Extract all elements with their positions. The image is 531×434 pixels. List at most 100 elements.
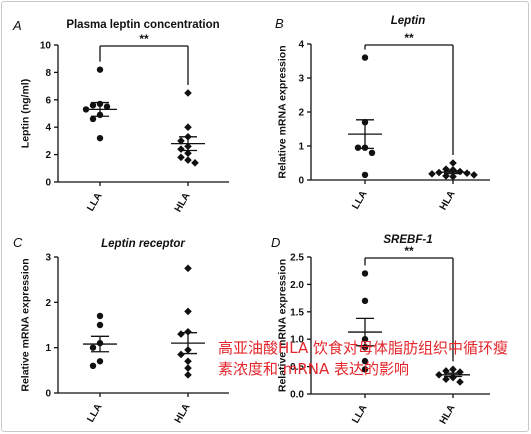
data-point bbox=[96, 134, 104, 142]
y-tick-label: 4 bbox=[45, 123, 51, 134]
series-lla bbox=[348, 270, 382, 373]
data-point bbox=[368, 149, 376, 156]
series-hla bbox=[171, 89, 205, 167]
series-lla bbox=[348, 54, 382, 179]
series-hla bbox=[435, 365, 470, 386]
y-tick-label: 10 bbox=[40, 41, 52, 52]
data-point bbox=[177, 137, 185, 145]
panel-title: Leptin receptor bbox=[101, 238, 185, 250]
y-tick-label: 0 bbox=[298, 176, 304, 187]
panel-letter: D bbox=[271, 235, 280, 250]
overlay-caption: 高亚油酸HLA 饮食对母体脂肪组织中循环瘦 素浓度和 mRNA 表达的影响 bbox=[218, 338, 508, 380]
data-point bbox=[449, 373, 457, 382]
data-point bbox=[184, 364, 192, 372]
significance-label: ** bbox=[139, 32, 149, 46]
y-tick-label: 4 bbox=[298, 40, 304, 51]
data-point bbox=[177, 350, 185, 359]
category-label-lla: LLA bbox=[350, 189, 369, 211]
y-tick-label: 1.0 bbox=[290, 335, 304, 346]
y-tick-label: 3 bbox=[45, 253, 51, 264]
data-point bbox=[191, 159, 199, 167]
y-axis-label: Relative mRNA expression bbox=[20, 258, 32, 391]
y-tick-label: 2.0 bbox=[290, 280, 304, 291]
data-point bbox=[361, 357, 369, 365]
overlay-caption-line-1: 高亚油酸HLA 饮食对母体脂肪组织中循环瘦 bbox=[218, 339, 509, 357]
data-point bbox=[361, 366, 369, 373]
panel-title: Plasma leptin concentration bbox=[66, 19, 219, 31]
data-point bbox=[456, 378, 464, 386]
category-label-lla: LLA bbox=[350, 403, 369, 425]
overlay-caption-line-2: 素浓度和 mRNA 表达的影响 bbox=[218, 360, 410, 378]
data-point bbox=[96, 66, 104, 73]
data-point bbox=[184, 123, 192, 131]
category-label-hla: HLA bbox=[438, 189, 458, 212]
y-axis-label: Leptin (ng/ml) bbox=[20, 79, 32, 148]
data-point bbox=[361, 297, 369, 305]
panel-title: Leptin bbox=[391, 15, 426, 27]
data-point bbox=[184, 371, 192, 379]
data-point bbox=[361, 171, 369, 179]
data-point bbox=[89, 115, 97, 123]
data-point bbox=[177, 153, 185, 162]
data-point bbox=[428, 170, 436, 178]
series-hla bbox=[171, 264, 205, 379]
data-point bbox=[96, 312, 104, 320]
category-label-hla: HLA bbox=[173, 402, 193, 425]
data-point bbox=[96, 321, 104, 329]
y-axis-label: Relative mRNA expression bbox=[277, 259, 289, 392]
data-point bbox=[184, 89, 192, 97]
y-tick-label: 2 bbox=[298, 108, 304, 119]
y-tick-label: 2 bbox=[45, 150, 51, 161]
significance-bracket: ** bbox=[364, 31, 454, 155]
panel-title: SREBF-1 bbox=[383, 234, 432, 246]
significance-bracket: ** bbox=[364, 244, 454, 362]
series-lla bbox=[82, 66, 117, 142]
significance-bracket: ** bbox=[99, 32, 189, 85]
data-point bbox=[456, 368, 464, 376]
significance-label: ** bbox=[404, 244, 414, 258]
data-point bbox=[96, 358, 104, 365]
data-point bbox=[449, 365, 457, 374]
data-point bbox=[361, 270, 369, 277]
series-hla bbox=[428, 159, 478, 181]
data-point bbox=[442, 375, 450, 384]
data-point bbox=[184, 149, 192, 158]
y-tick-label: 8 bbox=[45, 68, 51, 79]
data-point bbox=[184, 357, 192, 366]
y-tick-label: 3 bbox=[298, 74, 304, 85]
data-point bbox=[184, 156, 192, 164]
series-lla bbox=[83, 312, 117, 369]
category-label-lla: LLA bbox=[85, 191, 104, 213]
data-point bbox=[354, 144, 362, 151]
data-point bbox=[442, 172, 450, 180]
category-label-lla: LLA bbox=[85, 402, 104, 424]
data-point bbox=[470, 171, 478, 179]
y-tick-label: 0.5 bbox=[290, 362, 304, 373]
y-tick-label: 1.5 bbox=[290, 307, 304, 318]
panel-b: B Leptin Relative mRNA expression 0 1 2 3 4 LLA H… bbox=[275, 15, 490, 212]
data-point bbox=[184, 264, 192, 273]
data-point bbox=[449, 172, 457, 181]
data-point bbox=[449, 166, 457, 174]
y-tick-label: 0 bbox=[45, 389, 51, 400]
panel-c: C Leptin receptor Relative mRNA expression… bbox=[13, 235, 229, 425]
panel-letter: B bbox=[275, 16, 284, 31]
y-axis-label: Relative mRNA expression bbox=[277, 45, 289, 178]
y-tick-label: 2.5 bbox=[290, 253, 304, 264]
data-point bbox=[184, 307, 192, 316]
y-tick-label: 0 bbox=[45, 178, 51, 189]
y-tick-label: 1 bbox=[298, 142, 304, 153]
y-tick-label: 0.0 bbox=[290, 390, 304, 401]
panel-a: A Plasma leptin concentration Leptin (ng/m… bbox=[12, 18, 229, 214]
data-point bbox=[361, 54, 369, 61]
data-point bbox=[89, 362, 97, 369]
panel-letter: A bbox=[12, 18, 22, 33]
panel-letter: C bbox=[13, 235, 23, 250]
data-point bbox=[103, 103, 111, 110]
data-point bbox=[184, 328, 192, 336]
data-point bbox=[177, 330, 185, 338]
data-point bbox=[449, 159, 457, 167]
